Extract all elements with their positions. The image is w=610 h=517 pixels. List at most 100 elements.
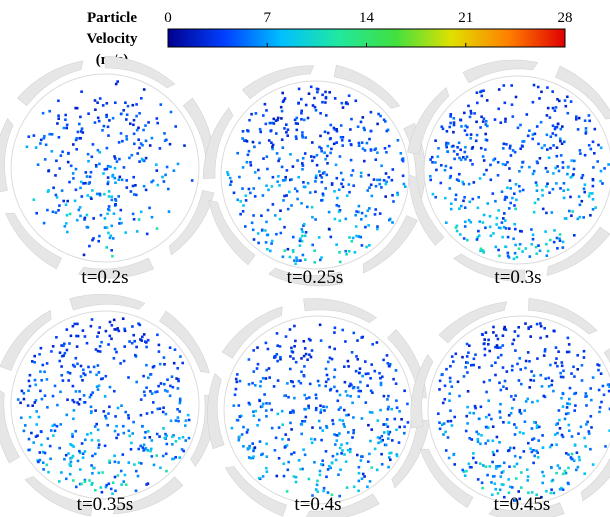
particle (590, 148, 593, 151)
particle (533, 421, 536, 424)
particle (345, 253, 348, 256)
particle (391, 439, 394, 442)
particle (351, 240, 354, 243)
particle (387, 425, 390, 428)
particle (294, 187, 297, 190)
particle (97, 388, 100, 391)
particle (386, 418, 389, 421)
particle (327, 378, 330, 381)
particle (333, 386, 336, 389)
particle (315, 397, 318, 400)
particle (429, 179, 432, 182)
particle (304, 258, 307, 261)
particle (102, 172, 105, 175)
particle (79, 137, 82, 140)
particle (107, 134, 110, 137)
particle (142, 159, 145, 162)
particle (80, 181, 83, 184)
particle (337, 473, 340, 476)
particle (138, 218, 141, 221)
particle (322, 429, 325, 432)
particle (134, 184, 137, 187)
particle (324, 385, 327, 388)
particle (40, 431, 43, 434)
particle (160, 103, 163, 106)
particle (147, 339, 150, 342)
particle (368, 453, 371, 456)
particle (487, 439, 490, 442)
particle (378, 183, 381, 186)
particle (477, 441, 480, 444)
particle (462, 200, 465, 203)
particle (54, 430, 57, 433)
particle (527, 135, 530, 138)
particle (119, 362, 122, 365)
particle (370, 363, 373, 366)
particle (341, 329, 344, 332)
particle (554, 109, 557, 112)
particle (150, 373, 153, 376)
particle (573, 375, 576, 378)
particle (579, 204, 582, 207)
particle (539, 337, 542, 340)
particle (111, 324, 114, 327)
particle (107, 343, 110, 346)
particle (589, 192, 592, 195)
particle (507, 450, 510, 453)
particle (319, 324, 322, 327)
particle (525, 247, 528, 250)
particle (473, 358, 476, 361)
particle (511, 343, 514, 346)
particle (292, 351, 295, 354)
particle (398, 410, 401, 413)
particle (348, 236, 351, 239)
particle (588, 195, 591, 198)
particle (344, 340, 347, 343)
colorbar-tick-label: 7 (264, 10, 272, 26)
particle (507, 252, 510, 255)
particle (295, 481, 298, 484)
particle (142, 446, 145, 449)
particle (371, 411, 374, 414)
particle (109, 386, 112, 389)
particle (559, 233, 562, 236)
particle (127, 414, 130, 417)
particle (541, 385, 544, 388)
particle (499, 411, 502, 414)
particle (449, 122, 452, 125)
particle (528, 166, 531, 169)
particle (562, 166, 565, 169)
particle (381, 435, 384, 438)
particle (65, 127, 68, 130)
particle (89, 371, 92, 374)
particle (305, 231, 308, 234)
particle (61, 189, 64, 192)
particle (252, 214, 255, 217)
vessel (11, 74, 199, 262)
particle (354, 251, 357, 254)
particle (562, 246, 565, 249)
particle (370, 111, 373, 114)
particle (583, 188, 586, 191)
particle (504, 102, 507, 105)
particle (342, 419, 345, 422)
particle (511, 365, 514, 368)
particle (292, 357, 295, 360)
particle (101, 129, 104, 132)
particle (464, 225, 467, 228)
particle (299, 244, 302, 247)
particle (508, 207, 511, 210)
particle (90, 171, 93, 174)
particle (510, 412, 513, 415)
particle (484, 133, 487, 136)
particle (37, 163, 40, 166)
particle (44, 394, 47, 397)
particle (33, 134, 36, 137)
particle (296, 198, 299, 201)
particle (478, 220, 481, 223)
particle (107, 232, 110, 235)
particle (306, 206, 309, 209)
particle (293, 259, 296, 262)
particle (266, 455, 269, 458)
particle (274, 355, 277, 358)
